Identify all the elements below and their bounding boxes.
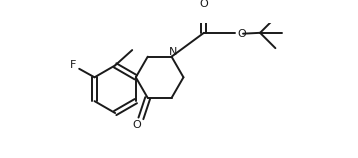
- Text: F: F: [70, 60, 77, 70]
- Text: O: O: [199, 0, 208, 9]
- Text: N: N: [169, 47, 178, 57]
- Text: O: O: [132, 120, 141, 130]
- Text: O: O: [237, 29, 246, 39]
